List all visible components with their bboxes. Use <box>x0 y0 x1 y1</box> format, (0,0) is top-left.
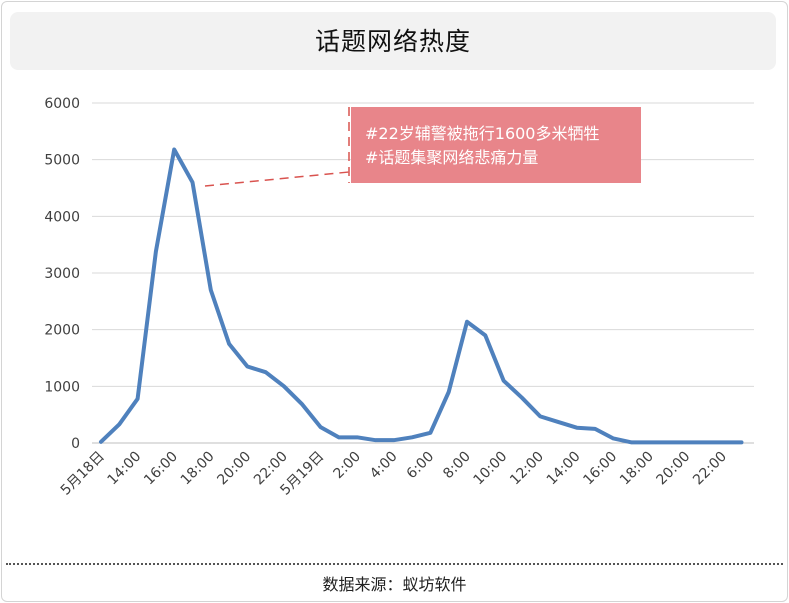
x-tick-label: 4:00 <box>367 449 401 483</box>
x-tick-label: 18:00 <box>178 449 218 489</box>
annotation-box <box>351 107 641 183</box>
x-tick-label: 8:00 <box>440 449 474 483</box>
series-line <box>99 147 744 445</box>
x-tick-label: 16:00 <box>141 449 181 489</box>
y-tick-label: 4000 <box>44 209 80 225</box>
x-tick-label: 2:00 <box>330 449 364 483</box>
x-tick-label: 6:00 <box>404 449 438 483</box>
x-tick-label: 5月18日 <box>58 449 108 499</box>
x-tick-label: 22:00 <box>690 449 730 489</box>
y-tick-label: 0 <box>71 436 80 452</box>
x-tick-label: 12:00 <box>507 449 547 489</box>
y-tick-label: 1000 <box>44 379 80 395</box>
x-tick-label: 16:00 <box>580 449 620 489</box>
x-tick-label: 18:00 <box>617 449 657 489</box>
x-tick-label: 10:00 <box>471 449 511 489</box>
annotation-pointer-dash <box>204 171 350 187</box>
chart-title: 话题网络热度 <box>314 27 471 56</box>
y-tick-label: 5000 <box>44 153 80 169</box>
series-points <box>100 149 742 443</box>
source-note: 数据来源：蚁坊软件 <box>322 575 467 594</box>
x-tick-label: 20:00 <box>214 449 254 489</box>
x-tick-label: 20:00 <box>654 449 694 489</box>
y-tick-label: 2000 <box>44 323 80 339</box>
title-box: 话题网络热度 <box>10 12 776 70</box>
x-tick-label: 14:00 <box>544 449 584 489</box>
x-tick-label: 14:00 <box>105 449 145 489</box>
annotation-line-2: #话题集聚网络悲痛力量 <box>365 148 538 167</box>
annotation-line-1: #22岁辅警被拖行1600多米牺牲 <box>365 124 600 143</box>
annotation: #22岁辅警被拖行1600多米牺牲 #话题集聚网络悲痛力量 <box>204 107 641 187</box>
y-axis-ticks: 0 1000 2000 3000 4000 5000 6000 <box>44 96 80 452</box>
footer-divider <box>6 563 783 565</box>
y-tick-label: 3000 <box>44 266 80 282</box>
y-tick-label: 6000 <box>44 96 80 112</box>
